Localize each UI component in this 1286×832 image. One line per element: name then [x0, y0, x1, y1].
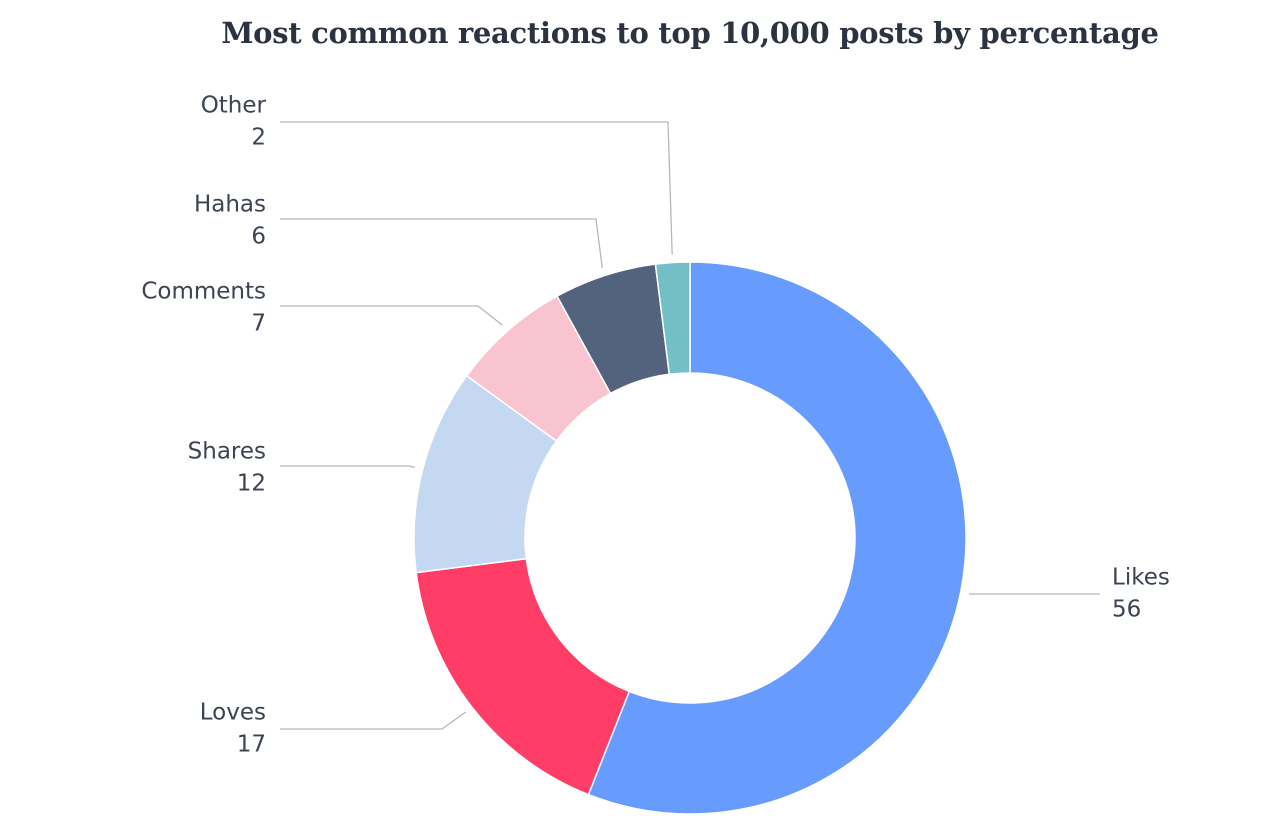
slice-label-hahas: Hahas — [194, 192, 266, 218]
slice-label-loves: Loves — [200, 700, 266, 726]
slice-value-comments: 7 — [251, 311, 266, 337]
slice-label-other: Other — [201, 93, 267, 119]
donut-slices — [413, 261, 967, 815]
slice-loves — [415, 557, 631, 796]
leader-line-comments — [280, 305, 503, 326]
slice-value-other: 2 — [251, 125, 266, 151]
leader-line-loves — [280, 711, 466, 730]
leader-line-shares — [280, 465, 416, 469]
slice-value-likes: 56 — [1112, 597, 1141, 623]
slice-labels: Likes 56 Loves 17 Shares 12 Comments 7 Hahas 6 Oth… — [141, 93, 1170, 758]
slice-likes — [587, 261, 967, 815]
slice-label-shares: Shares — [188, 439, 266, 465]
slice-label-likes: Likes — [1112, 565, 1170, 591]
slice-label-comments: Comments — [141, 279, 266, 305]
chart-title: Most common reactions to top 10,000 post… — [221, 16, 1159, 50]
slice-value-loves: 17 — [237, 732, 266, 758]
leader-line-other — [280, 121, 673, 255]
leader-line-hahas — [280, 218, 603, 268]
slice-value-shares: 12 — [237, 471, 266, 497]
slice-value-hahas: 6 — [251, 224, 266, 250]
slice-other — [654, 261, 691, 376]
leader-lines — [280, 121, 1100, 730]
